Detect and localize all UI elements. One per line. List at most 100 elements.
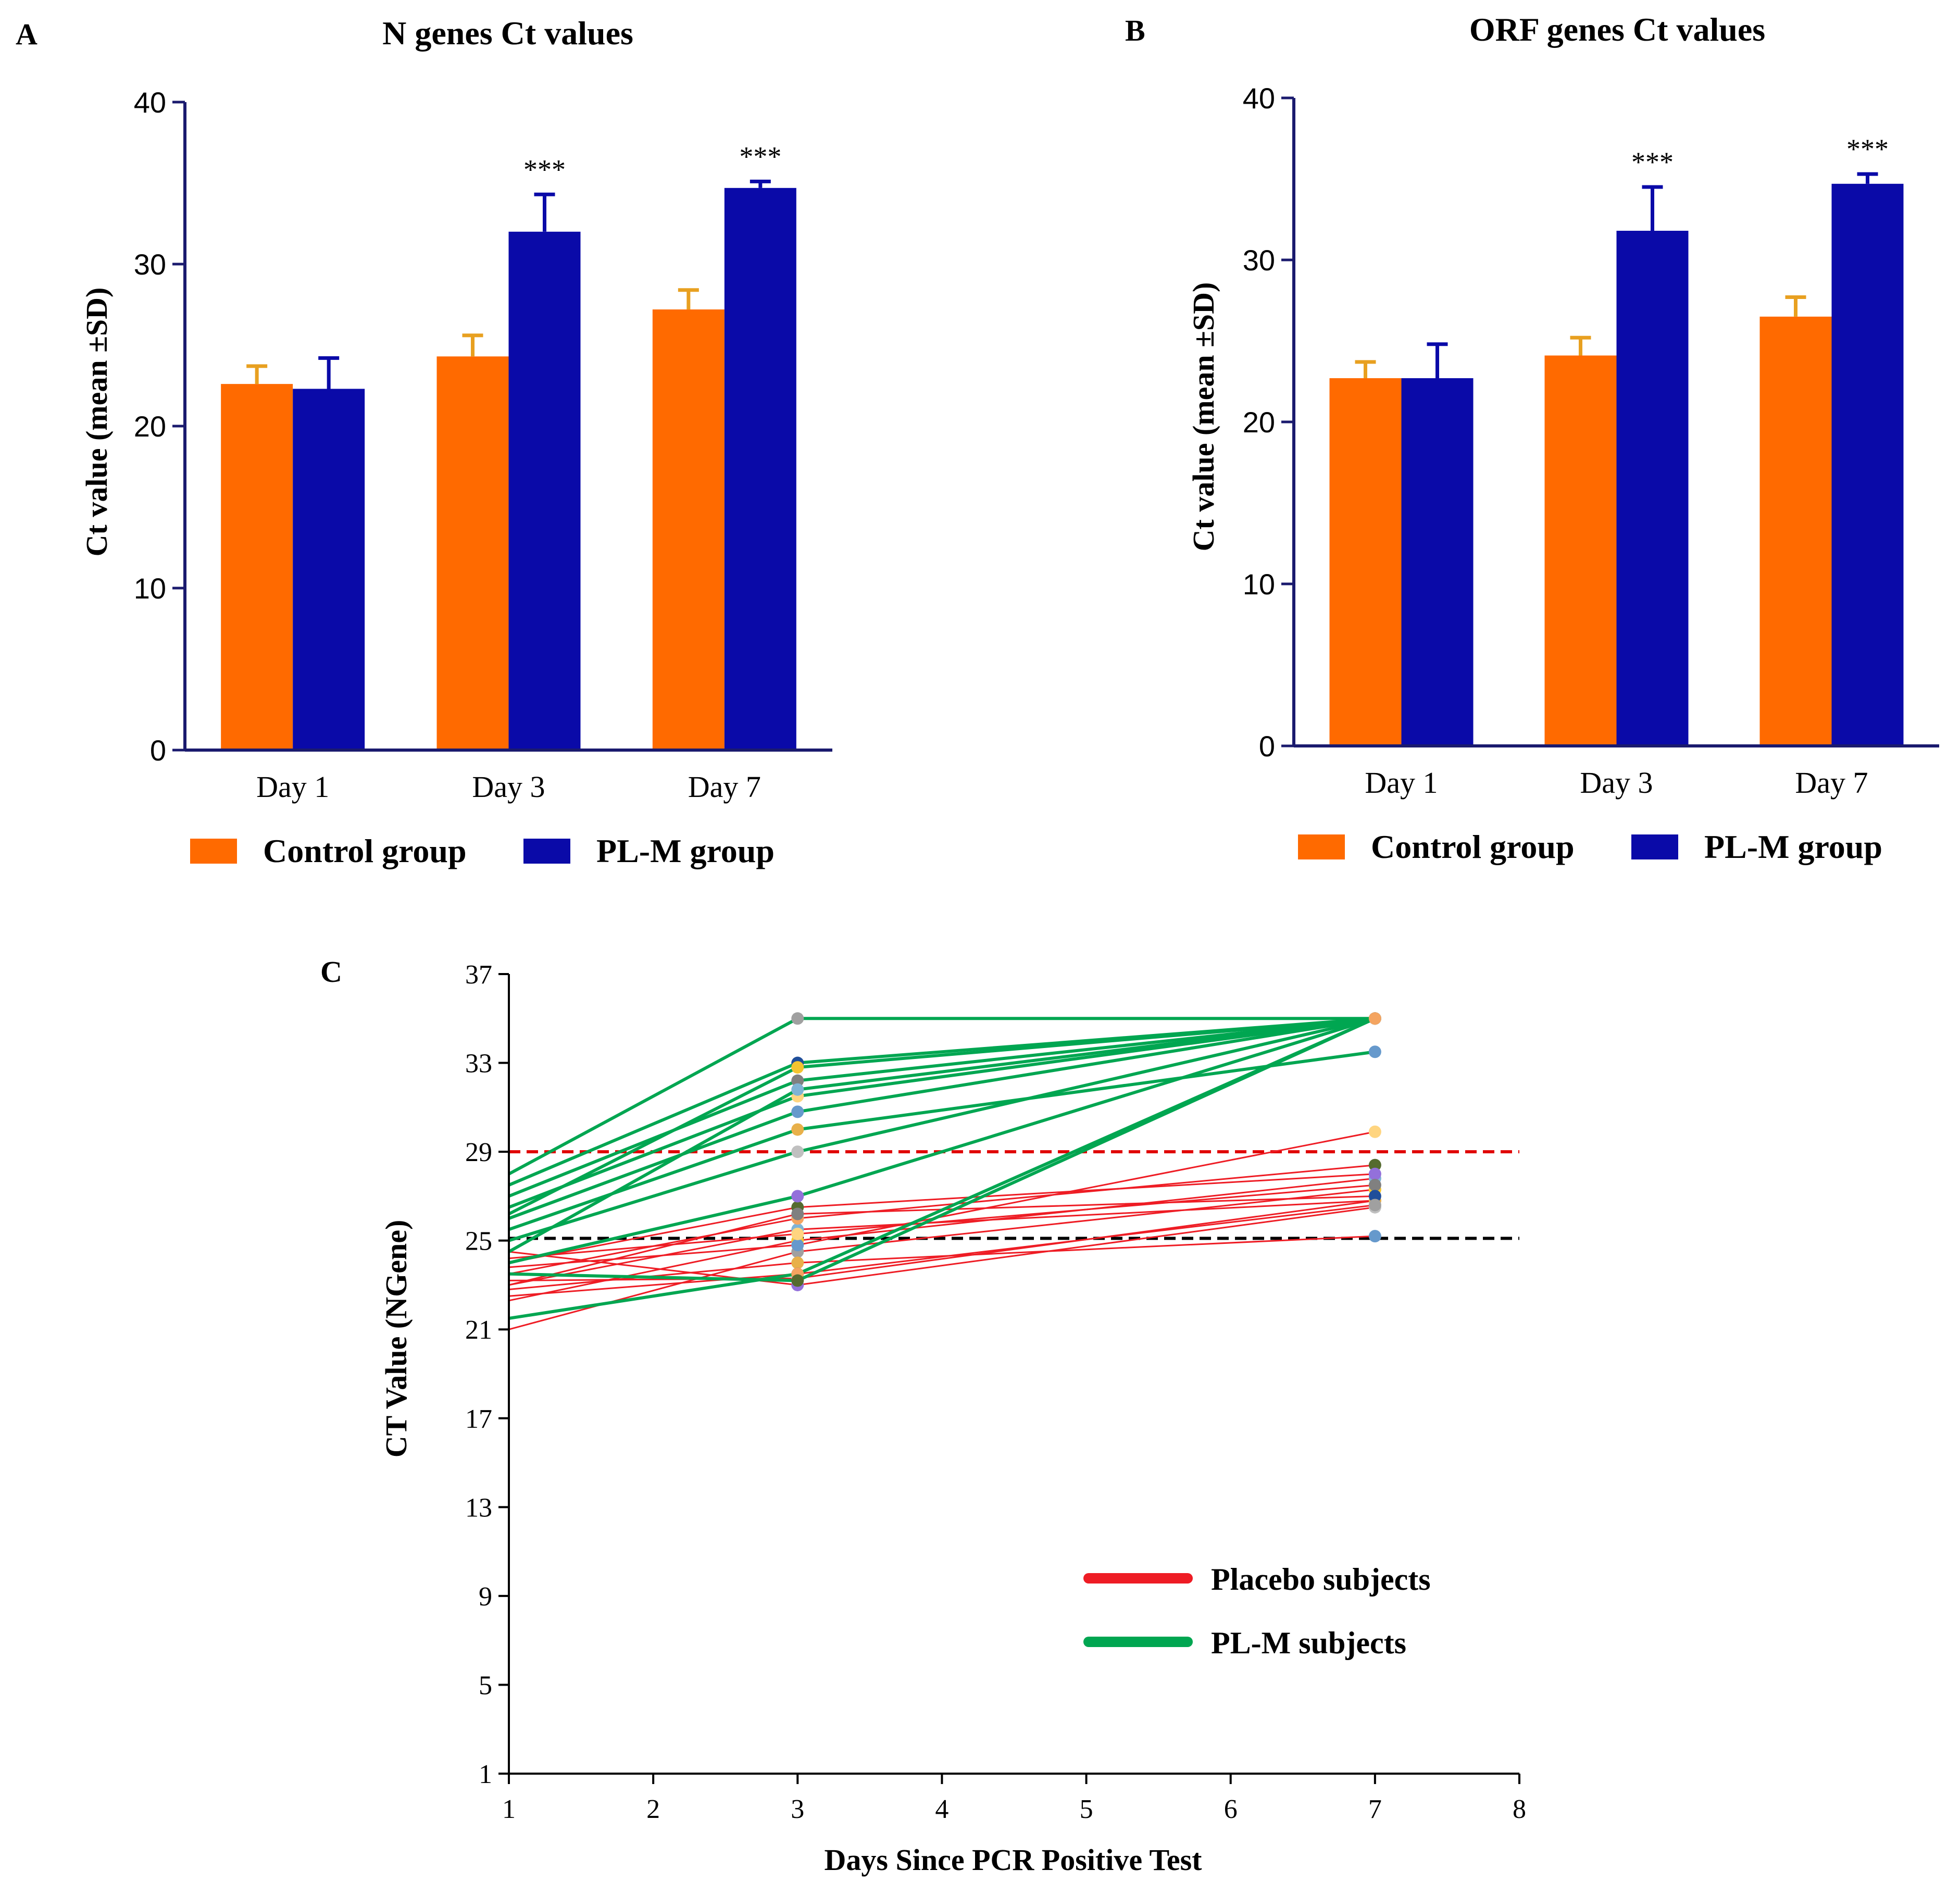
x-tick-label: Day 7 — [1795, 766, 1868, 800]
subject-marker — [791, 1012, 804, 1025]
x-tick-label: 3 — [791, 1794, 804, 1824]
y-tick-label: 33 — [465, 1049, 492, 1079]
x-tick-label: Day 1 — [256, 770, 329, 804]
bar — [508, 231, 581, 750]
subject-marker — [1368, 1230, 1381, 1243]
legend-label-plm: PL-M subjects — [1211, 1626, 1406, 1660]
subject-marker — [791, 1274, 804, 1287]
x-axis-label: Days Since PCR Positive Test — [825, 1843, 1203, 1877]
y-tick-label: 5 — [479, 1670, 492, 1700]
subject-marker — [1368, 1045, 1381, 1058]
x-tick-label: Day 3 — [472, 770, 545, 804]
y-tick-label: 29 — [465, 1138, 492, 1167]
x-tick-label: 6 — [1224, 1794, 1238, 1824]
subject-marker — [791, 1061, 804, 1074]
subject-marker — [1368, 1167, 1381, 1180]
bar — [1831, 183, 1904, 746]
subject-marker — [791, 1145, 804, 1158]
x-tick-label: Day 1 — [1365, 766, 1438, 800]
placebo-subject-line — [508, 1200, 1376, 1281]
bar — [221, 384, 293, 750]
chart-title: ORF genes Ct values — [1469, 11, 1765, 48]
x-tick-label: Day 3 — [1580, 766, 1653, 800]
bar — [436, 356, 509, 750]
y-tick-label: 13 — [465, 1493, 492, 1523]
legend-label-plm: PL-M group — [596, 832, 775, 869]
subject-marker — [1368, 1190, 1381, 1203]
y-tick-label: 21 — [465, 1315, 492, 1345]
significance-label: *** — [523, 154, 566, 185]
bar — [1759, 316, 1832, 746]
legend-label-control: Control group — [263, 832, 467, 869]
y-axis-label: CT Value (NGene) — [379, 1220, 413, 1458]
y-tick-label: 0 — [1259, 730, 1275, 763]
placebo-subject-line — [508, 1235, 1375, 1290]
bar — [652, 309, 725, 750]
y-axis-label: Ct value (mean ±SD) — [1187, 282, 1220, 552]
plm-subject-line — [508, 1017, 1376, 1187]
legend-swatch-control — [1298, 834, 1345, 859]
subject-marker — [791, 1207, 804, 1220]
subject-marker — [1368, 1199, 1381, 1212]
legend-swatch-plm — [1631, 834, 1678, 859]
y-tick-label: 9 — [479, 1582, 492, 1612]
axes: Day 1 Day 3 Day 7 0 10 20 30 40 — [134, 86, 832, 804]
axes: Day 1 Day 3 Day 7 0 10 20 30 40 — [1243, 82, 1939, 800]
subject-marker — [791, 1227, 804, 1240]
legend-label-control: Control group — [1371, 828, 1575, 865]
bar — [1616, 231, 1689, 746]
subject-marker — [791, 1105, 804, 1118]
y-axis-label: Ct value (mean ±SD) — [80, 288, 114, 557]
legend: Placebo subjects PL-M subjects — [1083, 1562, 1431, 1660]
y-tick-label: 40 — [1243, 82, 1275, 115]
panel-a: A N genes Ct values Ct value (mean ±SD) … — [16, 15, 832, 869]
subject-marker — [791, 1123, 804, 1136]
subject-marker — [791, 1074, 804, 1087]
y-tick-label: 37 — [465, 960, 492, 990]
legend-label-plm: PL-M group — [1704, 828, 1882, 865]
subject-marker — [791, 1083, 804, 1096]
subject-marker — [1368, 1012, 1381, 1025]
y-tick-label: 20 — [134, 410, 166, 443]
line-layer — [508, 1012, 1381, 1330]
significance-label: *** — [1631, 146, 1674, 178]
bar — [1401, 378, 1474, 746]
y-tick-label: 10 — [1243, 568, 1275, 601]
bar — [1544, 355, 1617, 746]
panel-label: C — [320, 955, 342, 989]
bar — [293, 389, 365, 750]
subject-marker — [1368, 1179, 1381, 1192]
y-tick-label: 17 — [465, 1404, 492, 1434]
x-tick-label: 5 — [1080, 1794, 1093, 1824]
y-tick-label: 25 — [465, 1227, 492, 1256]
legend: Control group PL-M group — [190, 832, 775, 869]
x-tick-label: 8 — [1513, 1794, 1526, 1824]
chart-title: N genes Ct values — [382, 15, 633, 52]
legend: Control group PL-M group — [1298, 828, 1882, 865]
x-tick-label: 1 — [502, 1794, 516, 1824]
bar-layer: *** *** — [221, 141, 796, 751]
subject-marker — [791, 1190, 804, 1203]
bar — [724, 188, 796, 751]
subject-marker — [1368, 1125, 1381, 1138]
significance-label: *** — [1846, 133, 1889, 165]
significance-label: *** — [739, 141, 781, 172]
subject-marker — [1368, 1158, 1381, 1171]
panel-b: B ORF genes Ct values Ct value (mean ±SD… — [1125, 11, 1939, 865]
bar-layer: *** *** — [1329, 133, 1904, 746]
panel-label: B — [1125, 14, 1145, 47]
y-tick-label: 30 — [1243, 244, 1275, 277]
bar — [1329, 378, 1402, 746]
subject-marker — [791, 1256, 804, 1269]
y-tick-label: 30 — [134, 248, 166, 281]
legend-swatch-control — [190, 839, 237, 864]
x-tick-label: 4 — [935, 1794, 948, 1824]
x-tick-label: 7 — [1368, 1794, 1382, 1824]
axes: 1 5 9 13 17 21 25 29 33 37 1 2 3 4 5 6 7 8 — [465, 960, 1526, 1824]
legend-label-placebo: Placebo subjects — [1211, 1562, 1431, 1597]
reference-lines — [509, 1150, 1519, 1240]
y-tick-label: 0 — [150, 734, 166, 767]
x-tick-label: Day 7 — [688, 770, 761, 804]
placebo-subject-line — [508, 1184, 1375, 1260]
